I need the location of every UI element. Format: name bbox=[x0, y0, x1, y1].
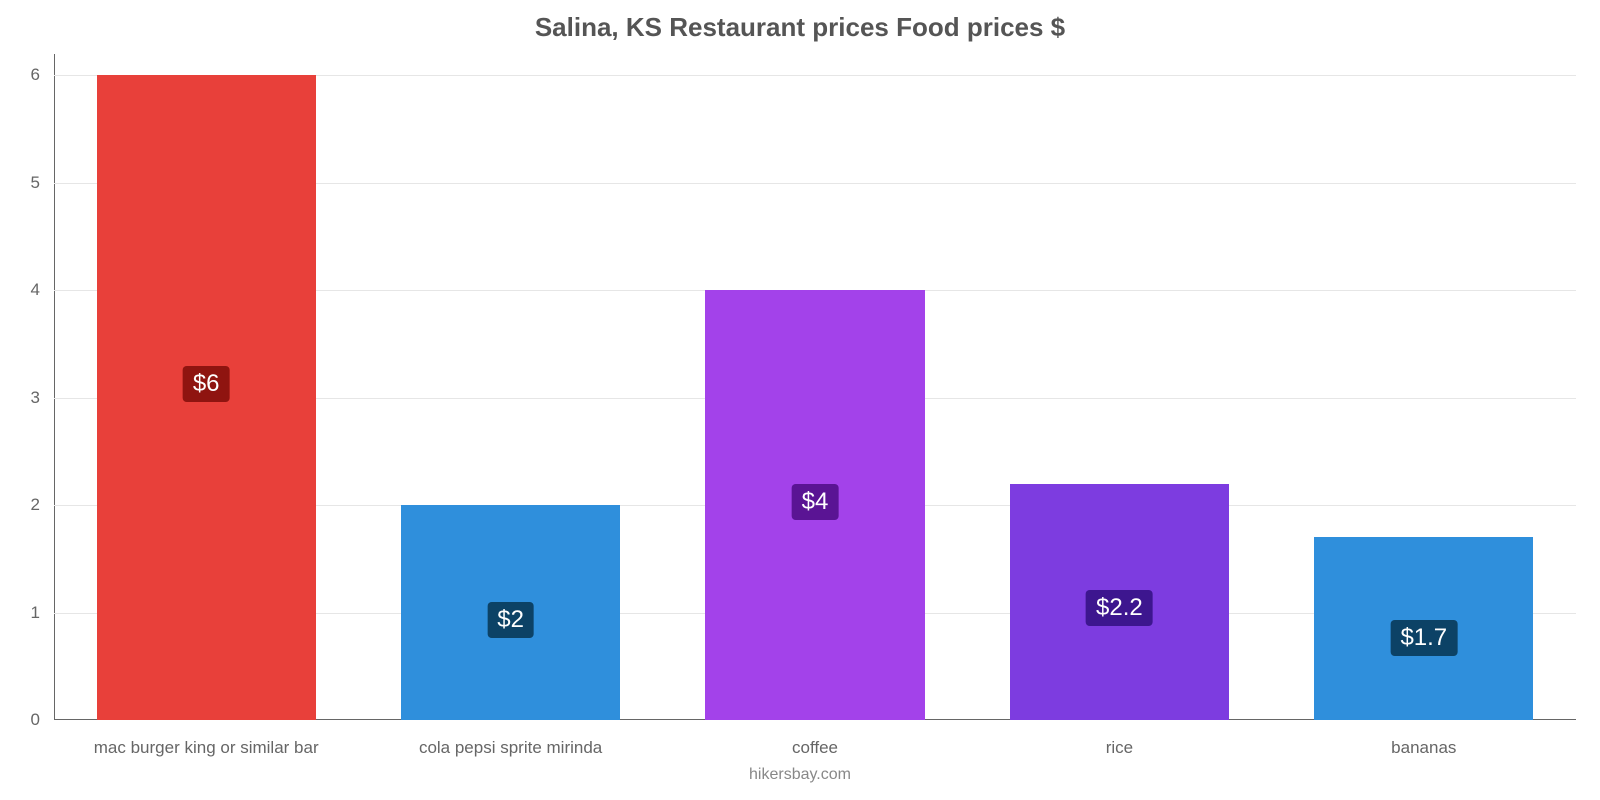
chart-title: Salina, KS Restaurant prices Food prices… bbox=[0, 12, 1600, 43]
y-tick-label: 0 bbox=[0, 710, 40, 730]
bar-chart: Salina, KS Restaurant prices Food prices… bbox=[0, 0, 1600, 800]
value-label: $2.2 bbox=[1086, 590, 1153, 626]
plot-area: $6 $2 $4 $2.2 $1.7 bbox=[54, 54, 1576, 720]
x-tick-label: coffee bbox=[792, 738, 838, 758]
value-label: $4 bbox=[792, 484, 839, 520]
y-tick-label: 5 bbox=[0, 173, 40, 193]
y-tick-label: 6 bbox=[0, 65, 40, 85]
y-tick-label: 2 bbox=[0, 495, 40, 515]
x-tick-label: cola pepsi sprite mirinda bbox=[419, 738, 602, 758]
x-tick-label: rice bbox=[1106, 738, 1133, 758]
value-label: $1.7 bbox=[1390, 620, 1457, 656]
x-tick-label: mac burger king or similar bar bbox=[94, 738, 319, 758]
value-label: $2 bbox=[487, 602, 534, 638]
credit-text: hikersbay.com bbox=[0, 766, 1600, 784]
y-tick-label: 1 bbox=[0, 603, 40, 623]
y-tick-label: 3 bbox=[0, 388, 40, 408]
x-tick-label: bananas bbox=[1391, 738, 1456, 758]
y-axis-line bbox=[54, 54, 55, 720]
value-label: $6 bbox=[183, 366, 230, 402]
y-tick-label: 4 bbox=[0, 280, 40, 300]
